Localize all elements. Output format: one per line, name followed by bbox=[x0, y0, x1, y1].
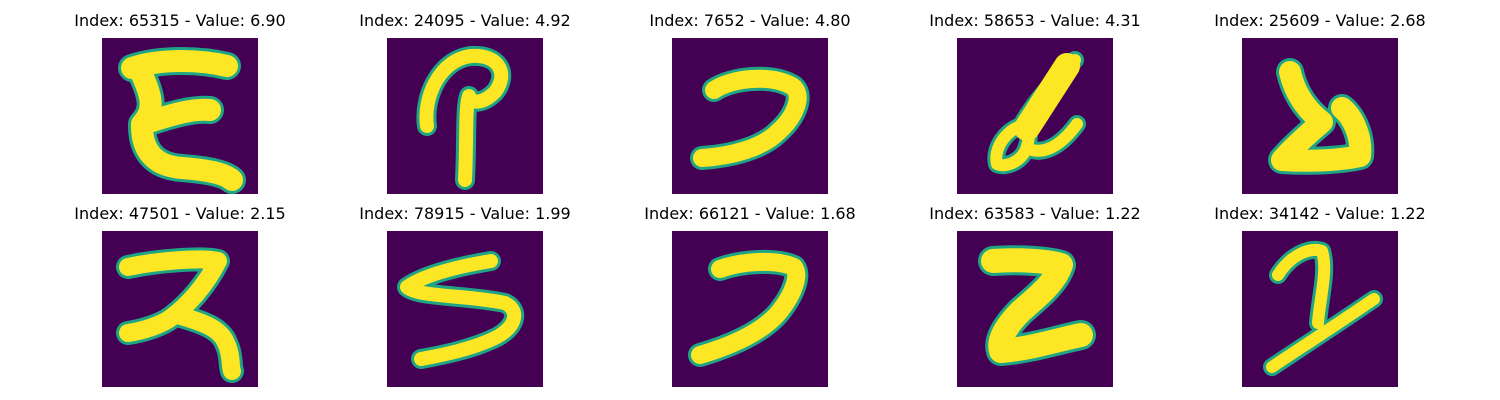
panel-title: Index: 66121 - Value: 1.68 bbox=[644, 204, 856, 223]
image-panel-7: Index: 78915 - Value: 1.99 bbox=[335, 203, 595, 388]
digit-image bbox=[957, 38, 1113, 194]
image-panel-3: Index: 7652 - Value: 4.80 bbox=[620, 10, 880, 195]
image-panel-4: Index: 58653 - Value: 4.31 bbox=[905, 10, 1165, 195]
image-panel-8: Index: 66121 - Value: 1.68 bbox=[620, 203, 880, 388]
image-panel-6: Index: 47501 - Value: 2.15 bbox=[50, 203, 310, 388]
digit-image bbox=[102, 231, 258, 387]
image-panel-1: Index: 65315 - Value: 6.90 bbox=[50, 10, 310, 195]
panel-title: Index: 63583 - Value: 1.22 bbox=[929, 204, 1141, 223]
digit-image bbox=[102, 38, 258, 194]
panel-title: Index: 47501 - Value: 2.15 bbox=[74, 204, 286, 223]
image-panel-9: Index: 63583 - Value: 1.22 bbox=[905, 203, 1165, 388]
image-panel-2: Index: 24095 - Value: 4.92 bbox=[335, 10, 595, 195]
panel-title: Index: 58653 - Value: 4.31 bbox=[929, 11, 1141, 30]
digit-image bbox=[387, 231, 543, 387]
panel-title: Index: 25609 - Value: 2.68 bbox=[1214, 11, 1426, 30]
image-panel-10: Index: 34142 - Value: 1.22 bbox=[1190, 203, 1450, 388]
panel-title: Index: 65315 - Value: 6.90 bbox=[74, 11, 286, 30]
panel-title: Index: 34142 - Value: 1.22 bbox=[1214, 204, 1426, 223]
digit-image bbox=[1242, 38, 1398, 194]
digit-image bbox=[387, 38, 543, 194]
panel-title: Index: 7652 - Value: 4.80 bbox=[649, 11, 851, 30]
digit-image bbox=[1242, 231, 1398, 387]
panel-title: Index: 24095 - Value: 4.92 bbox=[359, 11, 571, 30]
image-panel-5: Index: 25609 - Value: 2.68 bbox=[1190, 10, 1450, 195]
panel-title: Index: 78915 - Value: 1.99 bbox=[359, 204, 571, 223]
digit-image bbox=[957, 231, 1113, 387]
digit-image bbox=[672, 231, 828, 387]
digit-image bbox=[672, 38, 828, 194]
